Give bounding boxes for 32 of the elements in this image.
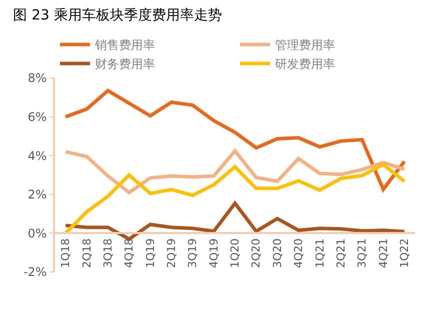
y-tick-label: 2% — [28, 188, 47, 202]
x-tick-label: 2Q18 — [80, 238, 94, 268]
legend-label: 研发费用率 — [275, 57, 335, 72]
legend-label: 财务费用率 — [95, 57, 155, 72]
x-tick-label: 1Q21 — [313, 238, 326, 268]
y-tick-label: -2% — [23, 265, 47, 280]
y-tick-label: 8% — [28, 71, 47, 86]
y-tick-label: 6% — [28, 110, 47, 124]
x-tick-label: 1Q20 — [228, 238, 242, 268]
x-tick-label: 3Q18 — [102, 238, 115, 268]
legend-label: 销售费用率 — [94, 38, 155, 52]
x-tick-label: 3Q20 — [270, 238, 284, 268]
x-tick-label: 4Q18 — [122, 238, 136, 268]
x-tick-label: 3Q19 — [186, 238, 200, 268]
x-tick-label: 4Q21 — [376, 238, 390, 268]
x-tick-label: 1Q19 — [144, 238, 157, 268]
x-tick-label: 2Q21 — [334, 238, 348, 268]
line-series — [64, 202, 406, 241]
chart-title: 图 23 乘用车板块季度费用率走势 — [13, 7, 222, 24]
legend-label: 管理费用率 — [275, 38, 335, 52]
x-tick-label: 1Q22 — [398, 238, 411, 268]
x-tick-label: 4Q20 — [292, 238, 306, 268]
line-series — [64, 88, 406, 192]
y-tick-label: 0% — [28, 226, 47, 240]
x-tick-label: 2Q20 — [250, 238, 263, 268]
x-tick-label: 1Q18 — [59, 238, 72, 268]
x-tick-label: 4Q19 — [207, 238, 220, 268]
x-tick-label: 2Q19 — [165, 238, 178, 268]
x-tick-label: 3Q21 — [356, 238, 369, 268]
line-series — [64, 162, 406, 235]
y-tick-label: 4% — [28, 148, 47, 163]
line-series — [64, 149, 406, 194]
